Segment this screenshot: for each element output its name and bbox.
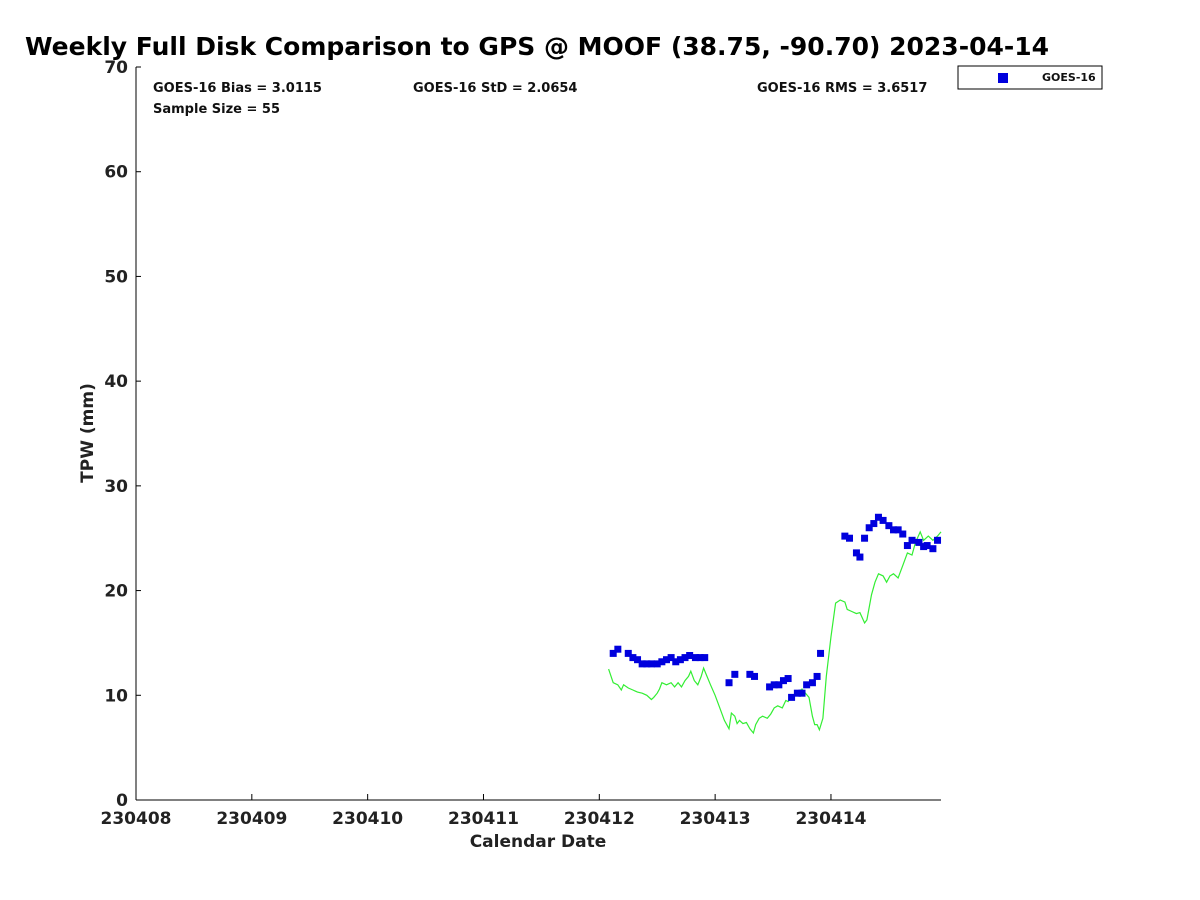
goes-point: [817, 649, 825, 657]
goes-point: [903, 542, 911, 550]
legend-box: [957, 65, 1103, 90]
goes-point: [861, 534, 869, 542]
goes-point: [852, 549, 860, 557]
goes-point: [624, 649, 632, 657]
goes-point: [609, 649, 617, 657]
goes-point: [870, 520, 878, 528]
x-tick-label: 230413: [680, 809, 751, 829]
chart-title: Weekly Full Disk Comparison to GPS @ MOO…: [25, 32, 1049, 61]
goes-point: [788, 693, 796, 701]
goes-point: [634, 656, 642, 664]
y-tick-label: 60: [104, 163, 128, 183]
y-tick-label: 70: [104, 58, 128, 78]
x-axis-label: Calendar Date: [470, 832, 607, 852]
goes-series: [609, 513, 942, 701]
goes-point: [751, 672, 759, 680]
goes-point: [793, 689, 801, 697]
goes-point: [658, 658, 666, 666]
y-tick-label: 20: [104, 582, 128, 602]
y-axis-label: TPW (mm): [78, 383, 98, 483]
goes-point: [808, 679, 816, 687]
goes-point: [798, 689, 806, 697]
goes-point: [701, 654, 709, 662]
goes-point: [803, 681, 811, 689]
goes-point: [643, 660, 651, 668]
goes-point: [779, 677, 787, 685]
goes-point: [696, 654, 704, 662]
y-tick-label: 40: [104, 372, 128, 392]
gps-series: [608, 530, 942, 735]
plot-area: 0 10 20 30 40 50 60 70 230408 230409 230410 230411…: [101, 58, 942, 829]
goes-point: [746, 670, 754, 678]
goes-point: [934, 536, 942, 544]
goes-point: [885, 522, 893, 530]
goes-point: [929, 545, 937, 553]
stat-std: GOES-16 StD = 2.0654: [413, 81, 577, 96]
goes-point: [899, 530, 907, 538]
stat-sample-size: Sample Size = 55: [153, 102, 280, 117]
y-tick-label: 30: [104, 477, 128, 497]
goes-point: [856, 553, 864, 561]
goes-point: [614, 645, 622, 653]
goes-point: [915, 538, 923, 546]
goes-point: [725, 679, 733, 687]
x-tick-label: 230408: [101, 809, 172, 829]
goes-point: [879, 516, 887, 524]
y-tick-label: 50: [104, 267, 128, 287]
goes-point: [662, 656, 670, 664]
stat-rms: GOES-16 RMS = 3.6517: [757, 81, 927, 96]
goes-point: [629, 654, 637, 662]
y-tick-label: 0: [116, 791, 128, 811]
goes-point: [676, 656, 684, 664]
goes-point: [647, 660, 655, 668]
goes-point: [686, 651, 694, 659]
goes-point: [653, 660, 661, 668]
goes-point: [731, 670, 739, 678]
legend: GOES-16: [957, 65, 1103, 90]
goes-point: [770, 681, 778, 689]
goes-point: [908, 536, 916, 544]
goes-point: [784, 675, 792, 683]
legend-marker-goes-16: [998, 73, 1008, 83]
goes-point: [775, 681, 783, 689]
goes-point: [874, 513, 882, 521]
goes-point: [923, 542, 931, 550]
goes-point: [667, 654, 675, 662]
goes-point: [813, 672, 821, 680]
x-tick-label: 230409: [216, 809, 287, 829]
goes-point: [691, 654, 699, 662]
goes-point: [672, 658, 680, 666]
goes-point: [865, 524, 873, 532]
stat-bias: GOES-16 Bias = 3.0115: [153, 81, 322, 96]
gps-line: [608, 530, 942, 735]
legend-label-goes-16: GOES-16: [1042, 71, 1096, 84]
goes-point: [638, 660, 646, 668]
goes-point: [766, 683, 774, 691]
y-ticks: 0 10 20 30 40 50 60 70: [104, 58, 141, 811]
goes-point: [841, 532, 849, 540]
y-tick-label: 10: [104, 686, 128, 706]
x-tick-label: 230414: [795, 809, 866, 829]
x-tick-label: 230410: [332, 809, 403, 829]
x-tick-label: 230412: [564, 809, 635, 829]
x-ticks: 230408 230409 230410 230411 230412 230413 2304…: [101, 794, 867, 829]
goes-point: [894, 526, 902, 534]
x-tick-label: 230411: [448, 809, 519, 829]
goes-point: [681, 654, 689, 662]
goes-point: [890, 526, 898, 534]
goes-point: [845, 534, 853, 542]
